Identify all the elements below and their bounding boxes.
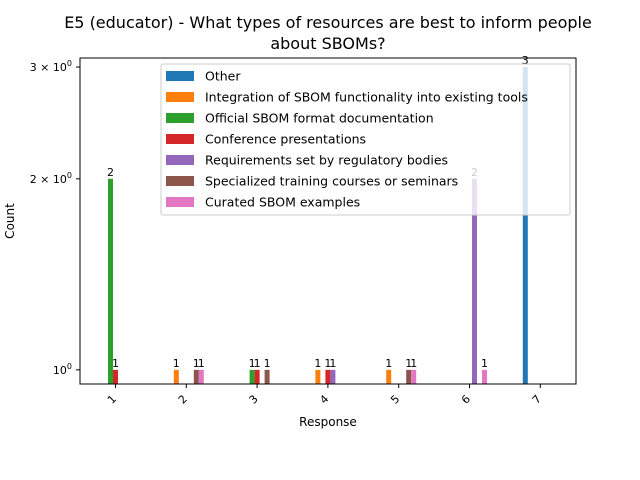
bar-official-sbom-format-documentation-response-3 [249,369,255,384]
bar-official-sbom-format-documentation-response-1 [108,178,113,384]
bar-curated-sbom-examples-response-2 [198,369,204,384]
legend-entry-label: Specialized training courses or seminars [205,174,458,189]
bar-curated-sbom-examples-response-5 [411,369,417,384]
y-axis-ticks: 100 2 × 100 3 × 100 [30,59,80,377]
x-tick-label: 6 [459,392,473,406]
bar-conference-presentations-response-1 [113,369,118,384]
data-label: 1 [385,357,392,370]
y-tick-label: 100 [53,362,72,377]
data-label: 2 [107,166,114,179]
legend-swatch [166,113,194,123]
bar-conference-presentations-response-4 [325,369,331,384]
x-tick-label: 1 [105,392,119,406]
legend-swatch [166,176,194,186]
legend-swatch [166,134,194,144]
chart-title-line-2: about SBOMs? [270,34,385,53]
legend: Other Integration of SBOM functionality i… [160,63,571,216]
x-tick-label: 4 [317,392,331,406]
y-axis-label: Count [3,203,17,239]
data-label: 1 [193,357,200,370]
data-label: 1 [410,357,417,370]
x-tick-label: 7 [530,392,544,406]
data-label: 1 [249,357,256,370]
legend-swatch [166,197,194,207]
bar-specialized-training-courses-or-seminars-response-3 [264,369,270,384]
legend-entry-label: Integration of SBOM functionality into e… [205,90,528,105]
legend-swatch [166,155,194,165]
data-label: 1 [264,357,271,370]
bar-conference-presentations-response-3 [254,369,260,384]
x-axis-ticks: 1 2 3 4 5 6 7 [105,384,544,407]
legend-entry-label: Conference presentations [205,132,366,147]
y-tick-label: 2 × 100 [30,171,72,186]
y-tick-label: 3 × 100 [30,59,72,74]
legend-swatch [166,92,194,102]
x-axis-label: Response [299,415,357,429]
data-label: 1 [112,357,119,370]
bars-layer [108,67,528,384]
bar-requirements-set-by-regulatory-bodies-response-4 [330,369,336,384]
x-tick-label: 3 [247,392,261,406]
data-label: 1 [329,357,336,370]
bar-integration-of-sbom-functionality-into-existing-tools-response-4 [315,369,321,384]
legend-frame [160,63,571,216]
legend-entry-label: Requirements set by regulatory bodies [205,153,448,168]
legend-swatch [166,71,194,81]
bar-specialized-training-courses-or-seminars-response-5 [406,369,412,384]
data-label: 1 [254,357,261,370]
legend-entry-label: Curated SBOM examples [205,195,360,210]
data-label: 1 [173,357,180,370]
x-tick-label: 5 [388,392,402,406]
chart-title-line-1: E5 (educator) - What types of resources … [64,13,592,32]
bar-other-response-7 [522,67,528,384]
data-label: 1 [198,357,205,370]
bar-requirements-set-by-regulatory-bodies-response-6 [472,178,477,384]
bar-integration-of-sbom-functionality-into-existing-tools-response-5 [386,369,392,384]
x-tick-label: 2 [176,392,190,406]
data-label: 1 [481,357,488,370]
bar-curated-sbom-examples-response-6 [482,369,487,384]
data-label: 1 [314,357,321,370]
data-label: 1 [405,357,412,370]
data-label: 3 [522,54,529,67]
bar-specialized-training-courses-or-seminars-response-2 [193,369,199,384]
bar-integration-of-sbom-functionality-into-existing-tools-response-2 [173,369,179,384]
legend-entry-label: Other [205,69,241,84]
data-label: 1 [324,357,331,370]
legend-entry-label: Official SBOM format documentation [205,111,434,126]
